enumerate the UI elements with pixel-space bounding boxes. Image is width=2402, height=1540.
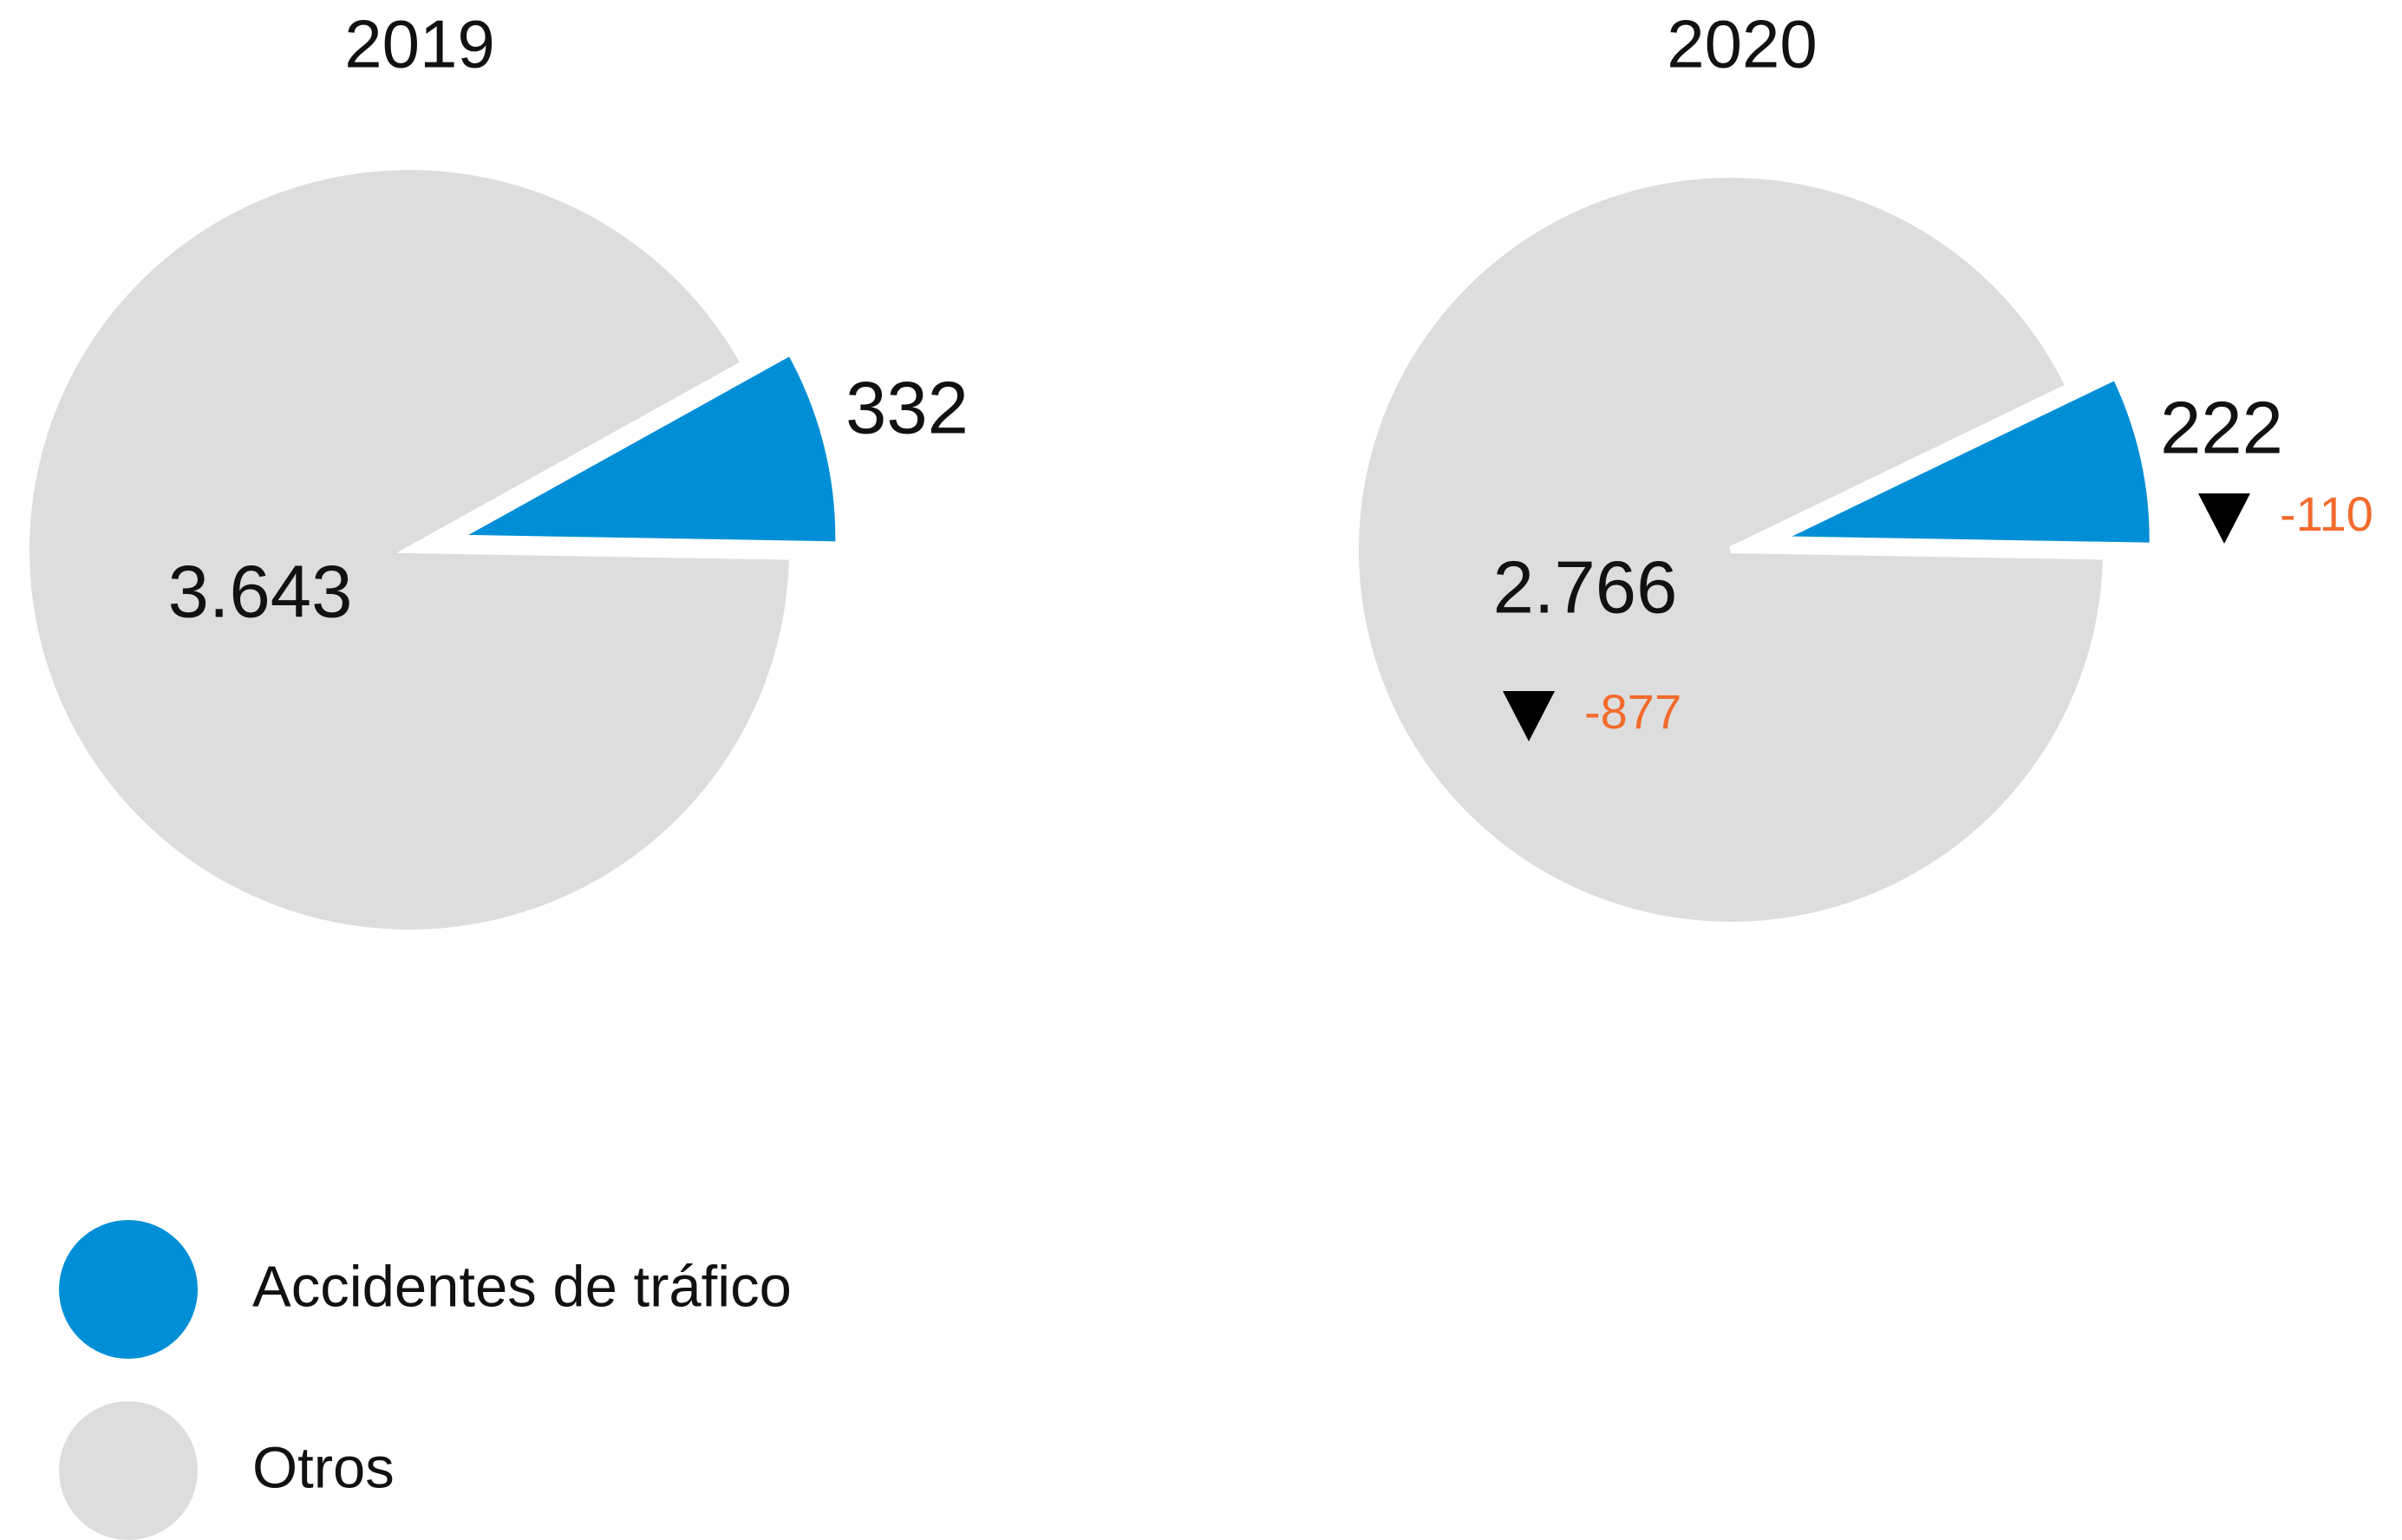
pie-title: 2019 bbox=[344, 6, 495, 82]
legend-label: Accidentes de tráfico bbox=[252, 1255, 792, 1320]
legend-label: Otros bbox=[252, 1436, 395, 1501]
pie-slice bbox=[1775, 371, 2157, 550]
value-label: 2.766 bbox=[1493, 546, 1678, 629]
pie-title: 2020 bbox=[1667, 6, 1818, 82]
down-triangle bbox=[2198, 493, 2250, 544]
value-label: 3.643 bbox=[168, 551, 353, 633]
value-label: 222 bbox=[2160, 387, 2283, 469]
pie-slice bbox=[442, 347, 843, 549]
legend-swatch bbox=[59, 1401, 198, 1540]
pie-slice bbox=[23, 163, 797, 936]
change-label: -110 bbox=[2280, 486, 2373, 541]
pie-slice bbox=[1352, 171, 2111, 929]
down-triangle bbox=[1503, 691, 1555, 741]
legend-swatch bbox=[59, 1220, 198, 1359]
value-label: 332 bbox=[845, 367, 969, 449]
change-label: -877 bbox=[1584, 684, 1681, 739]
